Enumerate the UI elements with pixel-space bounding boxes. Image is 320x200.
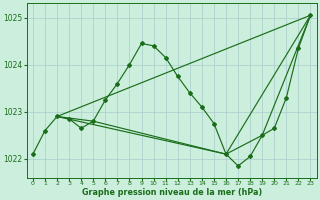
X-axis label: Graphe pression niveau de la mer (hPa): Graphe pression niveau de la mer (hPa)	[82, 188, 262, 197]
